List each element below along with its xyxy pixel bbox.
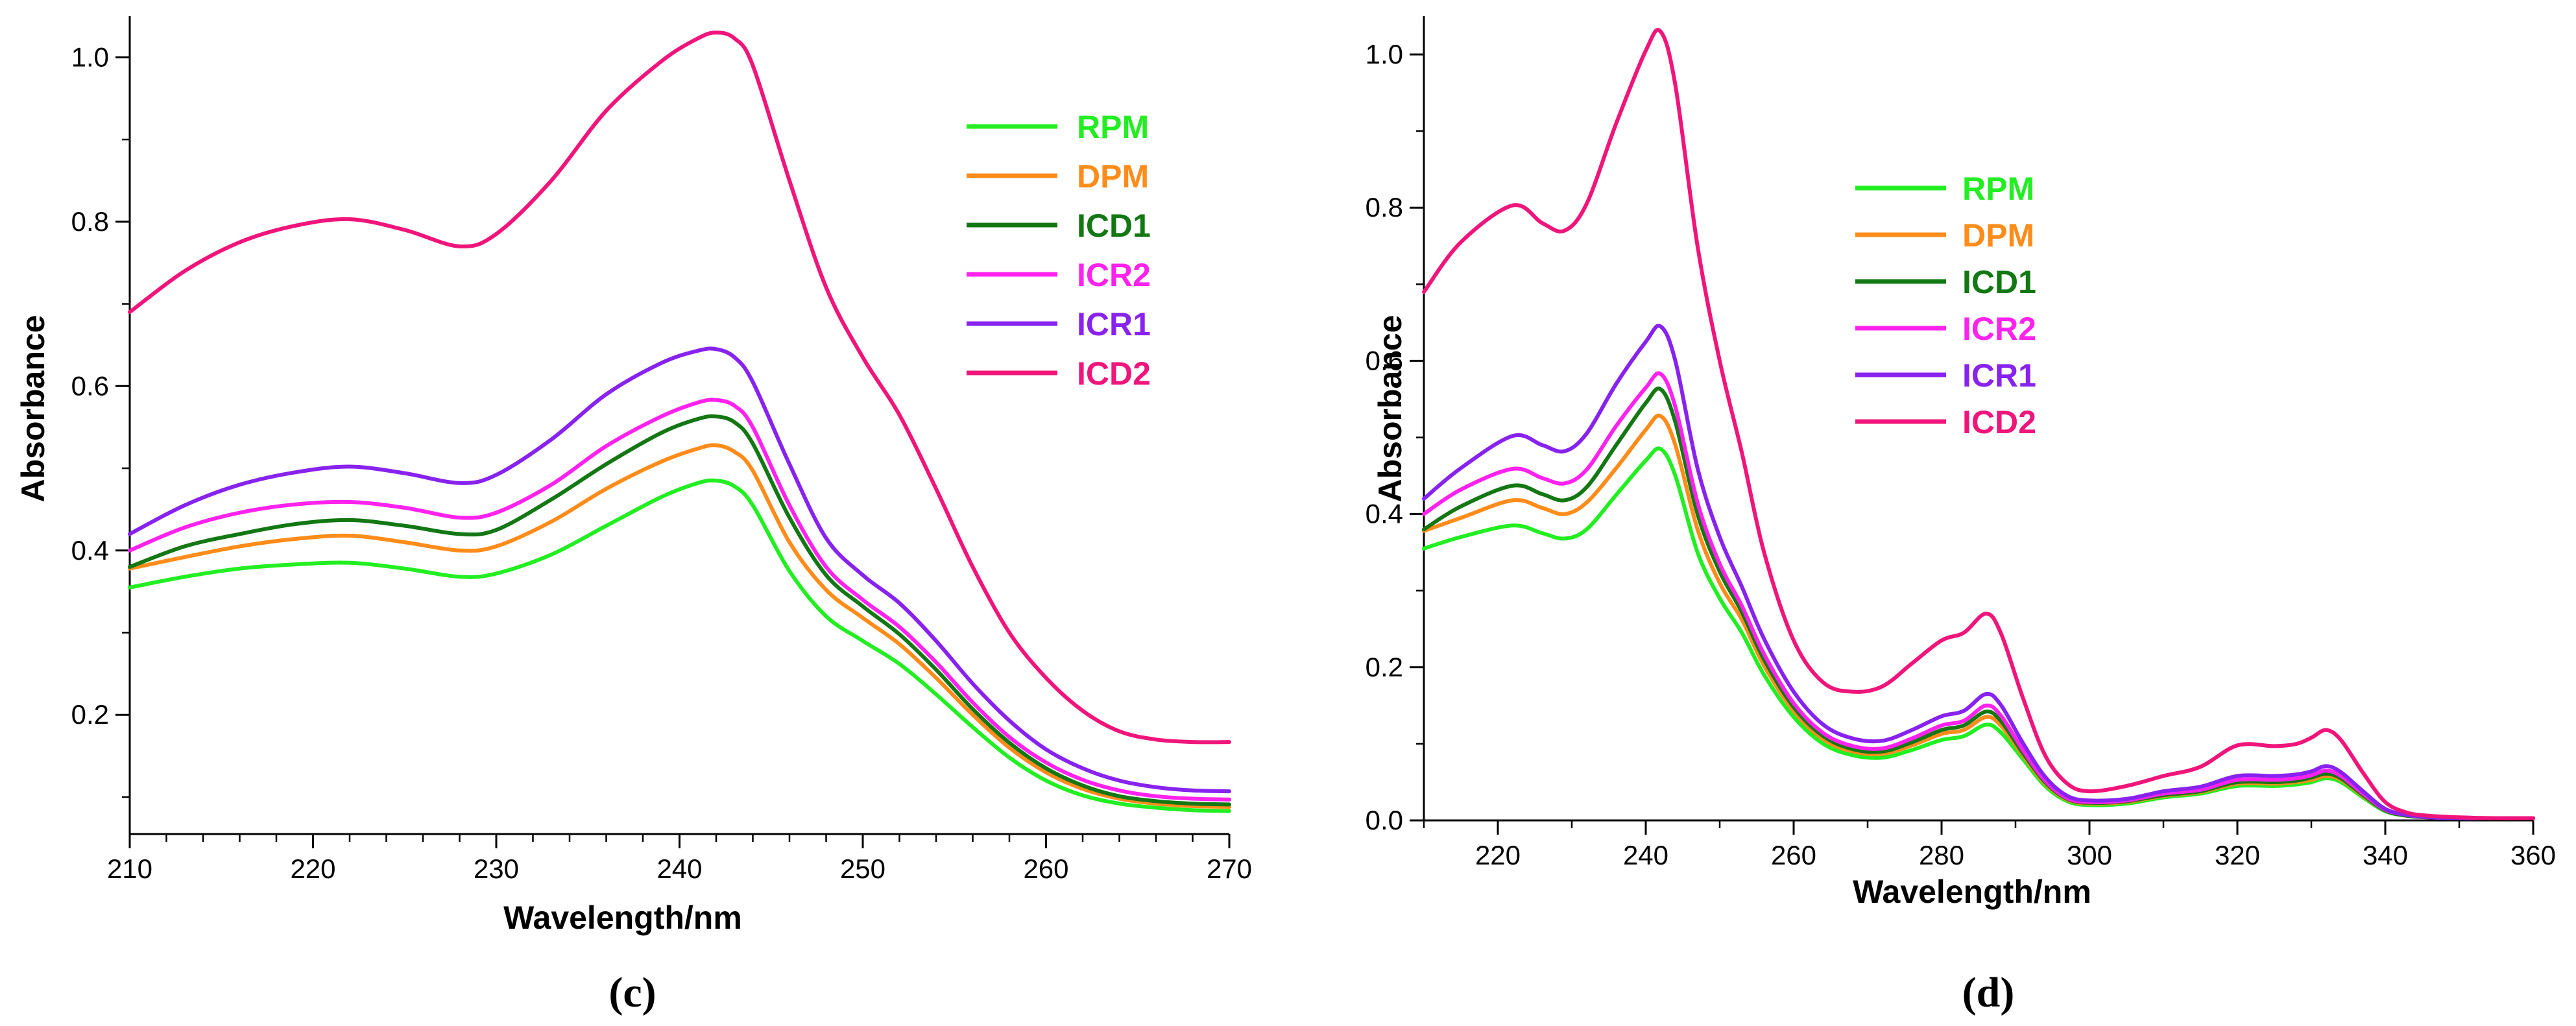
- legend-label-rpm: RPM: [1077, 109, 1149, 145]
- x-tick-label: 230: [474, 853, 519, 884]
- y-tick-label: 0.8: [1366, 192, 1403, 222]
- legend-label-icd1: ICD1: [1962, 264, 2036, 300]
- x-tick-label: 210: [107, 853, 152, 884]
- x-tick-label: 240: [1623, 840, 1668, 870]
- x-tick-label: 270: [1207, 853, 1252, 884]
- x-tick-label: 340: [2363, 840, 2408, 870]
- panel-c: 210 220 230 240 250 260 270 0.2 0.4 0.6 0.8 1.0 RPM D…: [15, 16, 1252, 1016]
- x-tick-label: 240: [656, 853, 702, 884]
- series-line-icd2: [1422, 28, 2535, 820]
- x-tick-label: 260: [1771, 840, 1816, 870]
- x-axis-title: Wavelength/nm: [503, 900, 742, 936]
- series-line-icr2: [1422, 371, 2535, 820]
- legend-label-icd2: ICD2: [1077, 355, 1151, 392]
- series-line-rpm: [1422, 446, 2535, 820]
- x-tick-label: 220: [290, 853, 335, 884]
- y-tick-label: 0.4: [1366, 499, 1403, 529]
- y-tick-label: 0.2: [71, 699, 109, 730]
- series-line-icr1: [1422, 324, 2535, 820]
- y-tick-label: 0.4: [71, 535, 109, 566]
- y-tick-label: 0.8: [71, 206, 109, 237]
- y-tick-label: 1.0: [71, 42, 109, 72]
- y-tick-label: 0.6: [71, 370, 109, 401]
- y-axis-title: Absorbance: [1372, 315, 1408, 503]
- series-line-icr2: [128, 398, 1231, 802]
- y-tick-label: 0.0: [1366, 805, 1403, 835]
- y-tick-label: 0.6: [1366, 345, 1403, 376]
- legend-label-dpm: DPM: [1077, 158, 1149, 195]
- x-tick-label: 250: [840, 853, 885, 884]
- x-tick-label: 220: [1475, 840, 1521, 870]
- panel-label: (c): [608, 969, 656, 1016]
- x-tick-label: 360: [2510, 840, 2556, 870]
- y-tick-label: 0.2: [1366, 652, 1403, 682]
- y-tick-label: 1.0: [1366, 39, 1403, 69]
- legend-label-dpm: DPM: [1962, 217, 2034, 254]
- legend-label-icd2: ICD2: [1962, 404, 2036, 440]
- legend-label-icd1: ICD1: [1077, 208, 1151, 244]
- series-line-icd1: [1422, 387, 2535, 820]
- x-tick-label: 280: [1919, 840, 1964, 870]
- series-line-icd1: [128, 414, 1231, 807]
- x-tick-label: 320: [2215, 840, 2260, 870]
- y-axis-title: Absorbance: [15, 315, 51, 503]
- legend-label-icr1: ICR1: [1962, 357, 2036, 394]
- x-tick-label: 300: [2067, 840, 2112, 870]
- series-line-dpm: [128, 443, 1231, 809]
- series-line-icr1: [128, 346, 1231, 794]
- legend-label-rpm: RPM: [1962, 171, 2034, 207]
- series-line-rpm: [128, 478, 1231, 813]
- panel-d: 220 240 260 280 300 320 340 360 0.0 0.2 0.4 0.6 0.8 1…: [1366, 16, 2556, 1016]
- legend-label-icr2: ICR2: [1962, 311, 2036, 347]
- series-line-icd2: [128, 30, 1231, 745]
- panel-label: (d): [1962, 969, 2015, 1016]
- legend-label-icr1: ICR1: [1077, 306, 1151, 342]
- legend-label-icr2: ICR2: [1077, 257, 1151, 293]
- x-tick-label: 260: [1023, 853, 1068, 884]
- x-axis-title: Wavelength/nm: [1853, 874, 2091, 910]
